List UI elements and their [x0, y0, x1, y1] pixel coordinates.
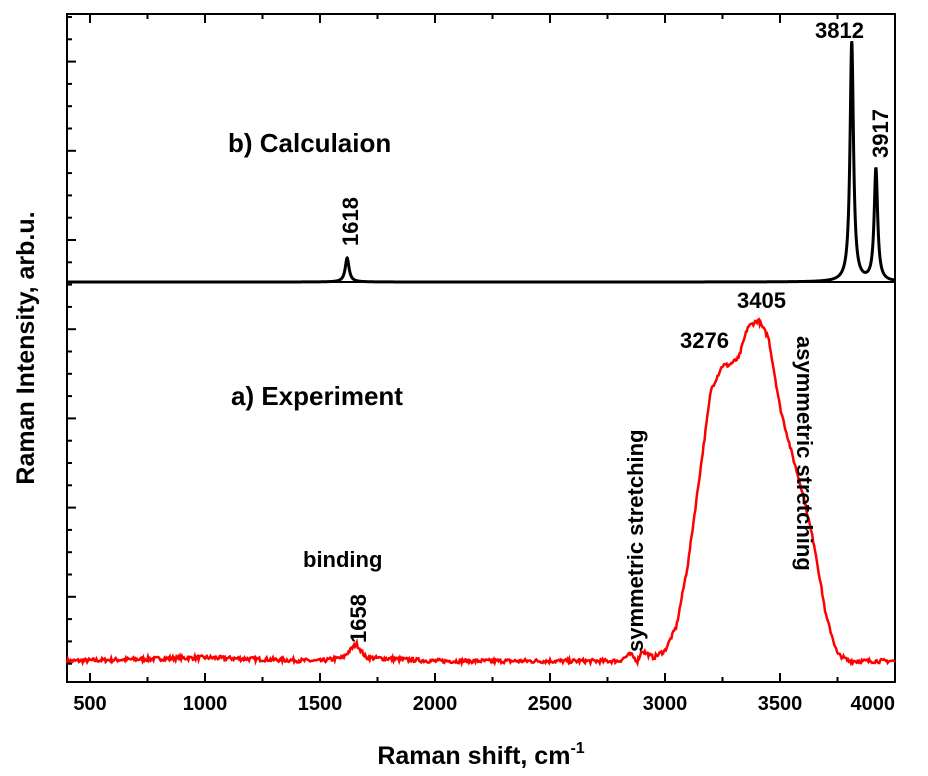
- peak-label-1618: 1618: [338, 197, 363, 246]
- x-axis-ticks: [89, 14, 896, 682]
- peak-label-1658: 1658: [346, 594, 371, 643]
- peak-label-3917: 3917: [868, 109, 893, 158]
- asymmetric-stretching-annotation: asymmetric stretching: [792, 336, 817, 571]
- peak-label-3812: 3812: [815, 18, 864, 43]
- peak-label-3405: 3405: [737, 288, 786, 313]
- binding-annotation: binding: [303, 547, 382, 572]
- x-tick-label: 500: [73, 693, 106, 715]
- experiment-series-line: [65, 317, 896, 668]
- x-tick-label: 3500: [758, 693, 803, 715]
- x-tick-label: 2000: [413, 693, 458, 715]
- plot-frame: [66, 13, 896, 683]
- x-axis-tick-labels: 500 1000 1500 2000 2500 3000 3500 4000: [73, 693, 895, 715]
- x-tick-label: 1000: [183, 693, 228, 715]
- y-axis-title: Raman Intensity, arb.u.: [12, 211, 40, 484]
- x-axis-title-superscript: -1: [570, 740, 584, 757]
- x-axis-title-text: Raman shift, cm: [377, 742, 570, 770]
- calculation-series-line: [67, 41, 896, 284]
- experiment-panel-label: a) Experiment: [231, 381, 403, 411]
- x-tick-label: 1500: [298, 693, 343, 715]
- calculation-panel-label: b) Calculaion: [228, 128, 391, 158]
- x-axis-title: Raman shift, cm-1: [377, 740, 584, 770]
- peak-label-3276: 3276: [680, 328, 729, 353]
- symmetric-stretching-annotation: symmetric stretching: [623, 429, 648, 652]
- x-tick-label: 2500: [528, 693, 573, 715]
- x-tick-label: 4000: [851, 693, 896, 715]
- y-axis-ticks: [67, 16, 76, 665]
- x-tick-label: 3000: [643, 693, 688, 715]
